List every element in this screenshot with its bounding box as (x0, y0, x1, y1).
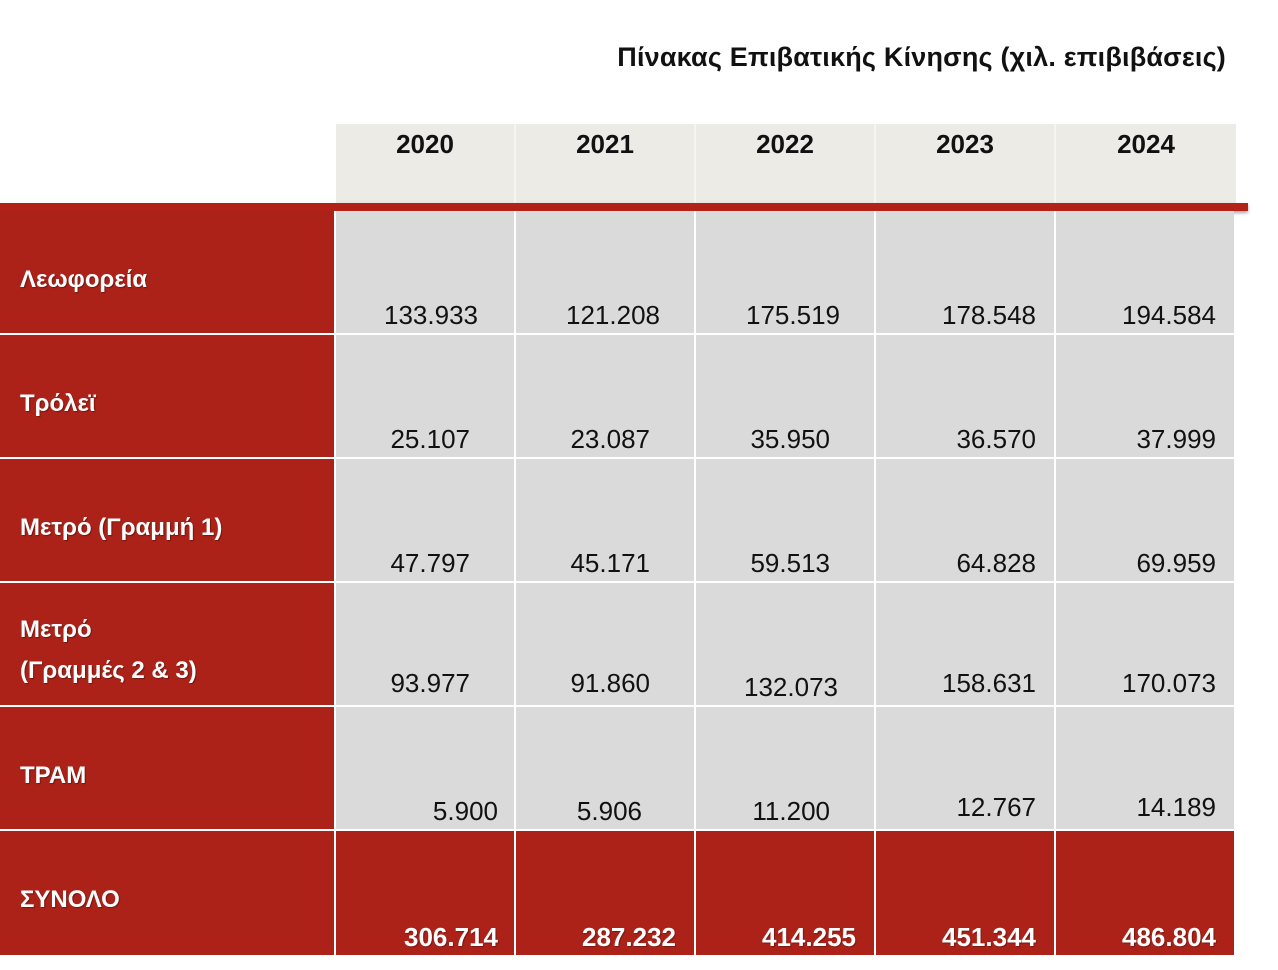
table-row-buses: Λεωφορεία 133.933 121.208 175.519 178.54… (0, 211, 1236, 335)
row-label: Λεωφορεία (0, 211, 334, 335)
table-cell: 287.232 (514, 831, 694, 955)
table-title: Πίνακας Επιβατικής Κίνησης (χιλ. επιβιβά… (617, 42, 1226, 72)
table-cell: 93.977 (334, 583, 514, 707)
table-cell: 23.087 (514, 335, 694, 459)
row-label: Μετρό (Γραμμές 2 & 3) (0, 583, 334, 707)
row-label: ΤΡΑΜ (0, 707, 334, 831)
table-cell: 451.344 (874, 831, 1054, 955)
table-cell: 47.797 (334, 459, 514, 583)
table-cell: 158.631 (874, 583, 1054, 707)
row-label: Τρόλεϊ (0, 335, 334, 459)
table-cell: 35.950 (694, 335, 874, 459)
table-cell: 306.714 (334, 831, 514, 955)
table-row-metro-lines-2-3: Μετρό (Γραμμές 2 & 3) 93.977 91.860 132.… (0, 583, 1236, 707)
table-cell: 69.959 (1054, 459, 1234, 583)
table-cell: 12.767 (874, 707, 1054, 831)
table-cell: 59.513 (694, 459, 874, 583)
table-cell: 5.906 (514, 707, 694, 831)
row-label-line: Μετρό (20, 616, 92, 643)
table-row-total: ΣΥΝΟΛΟ 306.714 287.232 414.255 451.344 4… (0, 831, 1236, 955)
table-cell: 36.570 (874, 335, 1054, 459)
table-cell: 5.900 (334, 707, 514, 831)
year-header-2020: 2020 (336, 124, 516, 204)
table-cell: 45.171 (514, 459, 694, 583)
table-cell: 170.073 (1054, 583, 1234, 707)
row-label: Μετρό (Γραμμή 1) (0, 459, 334, 583)
table-cell: 133.933 (334, 211, 514, 335)
table-cell: 194.584 (1054, 211, 1234, 335)
row-label-line: (Γραμμές 2 & 3) (20, 657, 197, 684)
ridership-table: Λεωφορεία 133.933 121.208 175.519 178.54… (0, 211, 1236, 955)
row-label: ΣΥΝΟΛΟ (0, 831, 334, 955)
header-divider (0, 203, 1248, 211)
year-header-2024: 2024 (1056, 124, 1236, 204)
table-cell: 132.073 (694, 583, 874, 707)
table-row-trolley: Τρόλεϊ 25.107 23.087 35.950 36.570 37.99… (0, 335, 1236, 459)
table-cell: 11.200 (694, 707, 874, 831)
table-cell: 25.107 (334, 335, 514, 459)
table-cell: 121.208 (514, 211, 694, 335)
table-cell: 14.189 (1054, 707, 1234, 831)
table-row-tram: ΤΡΑΜ 5.900 5.906 11.200 12.767 14.189 (0, 707, 1236, 831)
year-header-row: 2020 2021 2022 2023 2024 (336, 124, 1236, 204)
table-cell: 37.999 (1054, 335, 1234, 459)
table-row-metro-line1: Μετρό (Γραμμή 1) 47.797 45.171 59.513 64… (0, 459, 1236, 583)
year-header-2023: 2023 (876, 124, 1056, 204)
table-cell: 486.804 (1054, 831, 1234, 955)
table-cell: 91.860 (514, 583, 694, 707)
year-header-2022: 2022 (696, 124, 876, 204)
table-cell: 414.255 (694, 831, 874, 955)
table-cell: 178.548 (874, 211, 1054, 335)
table-cell: 64.828 (874, 459, 1054, 583)
table-cell: 175.519 (694, 211, 874, 335)
year-header-2021: 2021 (516, 124, 696, 204)
